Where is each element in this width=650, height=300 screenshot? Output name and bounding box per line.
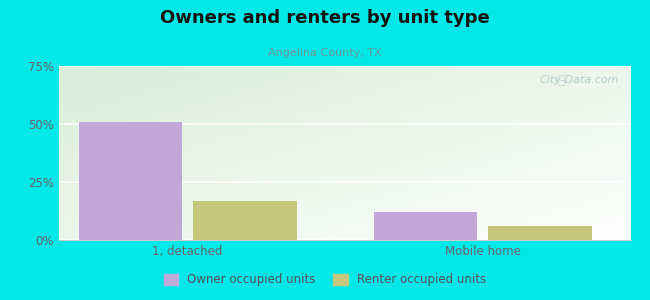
Bar bbox=[488, 226, 592, 240]
Legend: Owner occupied units, Renter occupied units: Owner occupied units, Renter occupied un… bbox=[159, 269, 491, 291]
Text: City-Data.com: City-Data.com bbox=[540, 75, 619, 85]
Bar bbox=[79, 122, 182, 240]
Text: Owners and renters by unit type: Owners and renters by unit type bbox=[160, 9, 490, 27]
Text: Angelina County, TX: Angelina County, TX bbox=[268, 48, 382, 58]
Bar bbox=[374, 212, 477, 240]
Bar bbox=[193, 201, 296, 240]
Text: ⧖: ⧖ bbox=[557, 74, 565, 87]
